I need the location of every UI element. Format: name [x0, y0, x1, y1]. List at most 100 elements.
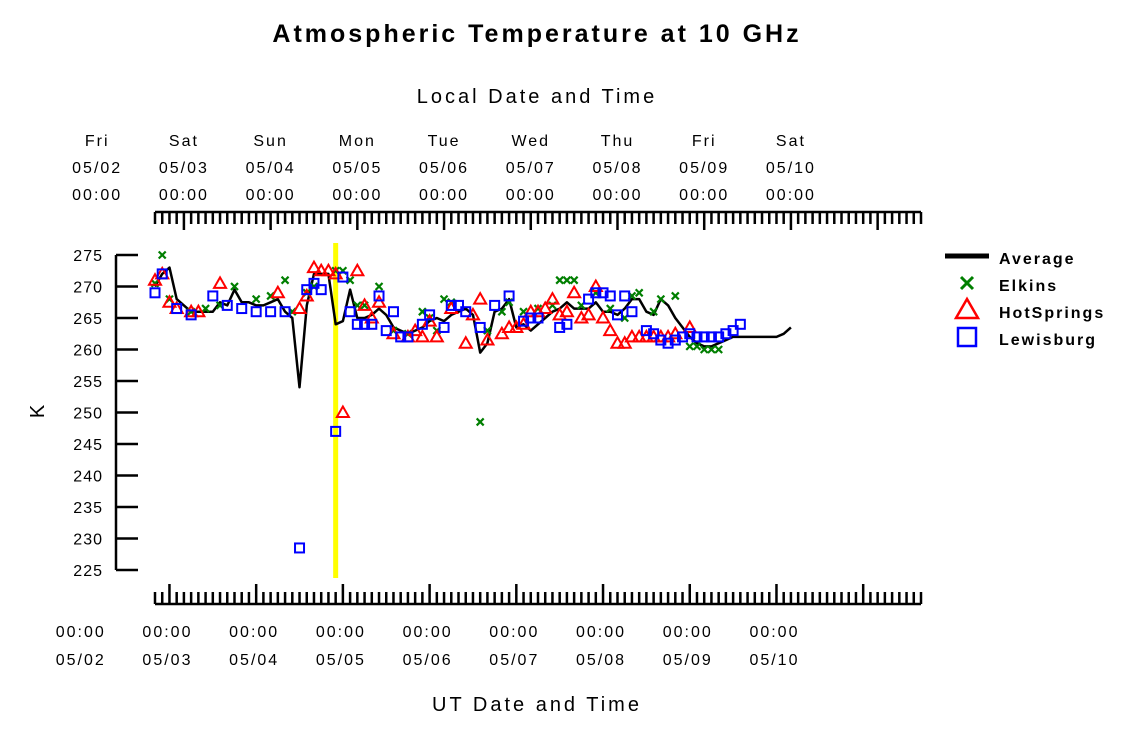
plot-area [147, 250, 792, 554]
bottom-tick-date: 05/03 [142, 652, 192, 669]
hotsprings-point [515, 316, 532, 330]
hotsprings-point [147, 272, 163, 286]
hotsprings-point [414, 328, 431, 343]
lewisburg-point [236, 303, 248, 315]
hotsprings-point [371, 294, 387, 308]
lewisburg-point [387, 306, 399, 318]
elkins-point [555, 275, 564, 285]
y-tick-label: 230 [73, 532, 103, 549]
series-lewisburg [149, 268, 746, 554]
hotsprings-point [335, 404, 351, 418]
top-axis-label: Local Date and Time [417, 86, 657, 108]
lewisburg-point [250, 306, 262, 318]
top-tick-date: 05/03 [159, 160, 209, 177]
lewisburg-point [474, 321, 486, 333]
y-tick-label: 225 [73, 563, 103, 580]
lewisburg-point [604, 290, 616, 302]
elkins-point [671, 291, 680, 301]
y-tick-label: 270 [73, 280, 103, 297]
hotsprings-point [356, 297, 373, 311]
bottom-tick-date: 05/05 [316, 652, 366, 669]
lewisburg-point [438, 321, 450, 333]
top-tick-date: 05/09 [679, 160, 729, 177]
lewisburg-point [359, 318, 371, 330]
hotsprings-point [291, 300, 308, 315]
elkins-point [692, 342, 702, 351]
bottom-axis: 00:00 05/02 00:00 05/03 00:00 05/04 00:00 05/05… [56, 584, 923, 669]
elkins-point [649, 307, 658, 316]
top-tick-date: 05/05 [332, 160, 382, 177]
y-tick-label: 245 [73, 437, 103, 454]
lewisburg-point [720, 328, 732, 340]
lewisburg-point [265, 306, 277, 318]
x-axis-label: UT Date and Time [432, 694, 642, 716]
lewisburg-point [698, 331, 710, 343]
bottom-tick-date: 05/02 [56, 652, 106, 669]
bottom-tick-time: 00:00 [489, 624, 539, 641]
hotsprings-point [624, 328, 640, 343]
hotsprings-point [364, 309, 380, 324]
lewisburg-point [416, 318, 428, 330]
lewisburg-point [518, 315, 530, 327]
bottom-tick-time: 00:00 [229, 624, 279, 641]
hotsprings-point [537, 300, 553, 315]
hotsprings-point [523, 303, 539, 318]
y-axis-label: K [27, 402, 49, 418]
lewisburg-point [727, 325, 739, 337]
lewisburg-point [460, 306, 472, 318]
hotsprings-point [320, 262, 337, 277]
lewisburg-point [611, 309, 623, 321]
top-tick-day: Sat [776, 133, 806, 150]
bottom-tick-date: 05/04 [229, 652, 279, 669]
lewisburg-point [373, 290, 385, 302]
legend: Average Elkins HotSprings Lewisburg [945, 251, 1103, 349]
top-tick-time: 00:00 [679, 187, 729, 204]
lewisburg-point [648, 328, 660, 340]
lewisburg-point [221, 299, 233, 311]
top-tick-day: Mon [339, 133, 376, 150]
elkins-point [569, 275, 579, 285]
elkins-point [374, 282, 384, 291]
lewisburg-point [626, 306, 638, 318]
legend-lewisburg-swatch [956, 326, 978, 348]
lewisburg-point [185, 309, 197, 321]
elkins-point [707, 345, 716, 354]
hotsprings-point [631, 328, 647, 343]
top-tick-time: 00:00 [246, 187, 296, 204]
y-tick-label: 240 [73, 469, 103, 486]
bottom-tick-date: 05/10 [749, 652, 799, 669]
elkins-point [634, 288, 644, 298]
elkins-point [201, 304, 210, 313]
hotsprings-point [580, 306, 597, 321]
top-tick-day: Tue [428, 133, 461, 150]
lewisburg-point [445, 299, 457, 311]
lewisburg-point [330, 425, 342, 437]
lewisburg-point [207, 290, 219, 302]
hotsprings-point [501, 319, 517, 333]
hotsprings-point [588, 278, 604, 292]
bottom-tick-date: 05/09 [663, 652, 713, 669]
legend-elkins-label: Elkins [999, 278, 1058, 295]
elkins-point [656, 294, 666, 304]
lewisburg-point [308, 277, 320, 289]
y-tick-label: 265 [73, 311, 103, 328]
average-line [153, 266, 792, 389]
lewisburg-point [705, 331, 717, 343]
hotsprings-point [212, 275, 228, 289]
top-tick-time: 00:00 [332, 187, 382, 204]
lewisburg-point [640, 325, 652, 337]
lewisburg-point [691, 331, 703, 343]
lewisburg-point [554, 321, 566, 333]
bottom-tick-date: 05/07 [489, 652, 539, 669]
lewisburg-point [453, 299, 465, 311]
elkins-point [699, 345, 709, 354]
lewisburg-point [619, 290, 631, 302]
lewisburg-point [395, 331, 407, 343]
elkins-point [685, 342, 695, 351]
y-tick-label: 255 [73, 374, 103, 391]
lewisburg-point [366, 318, 378, 330]
y-tick-label: 260 [73, 343, 103, 360]
hotsprings-point [349, 262, 366, 277]
lewisburg-point [337, 271, 349, 283]
